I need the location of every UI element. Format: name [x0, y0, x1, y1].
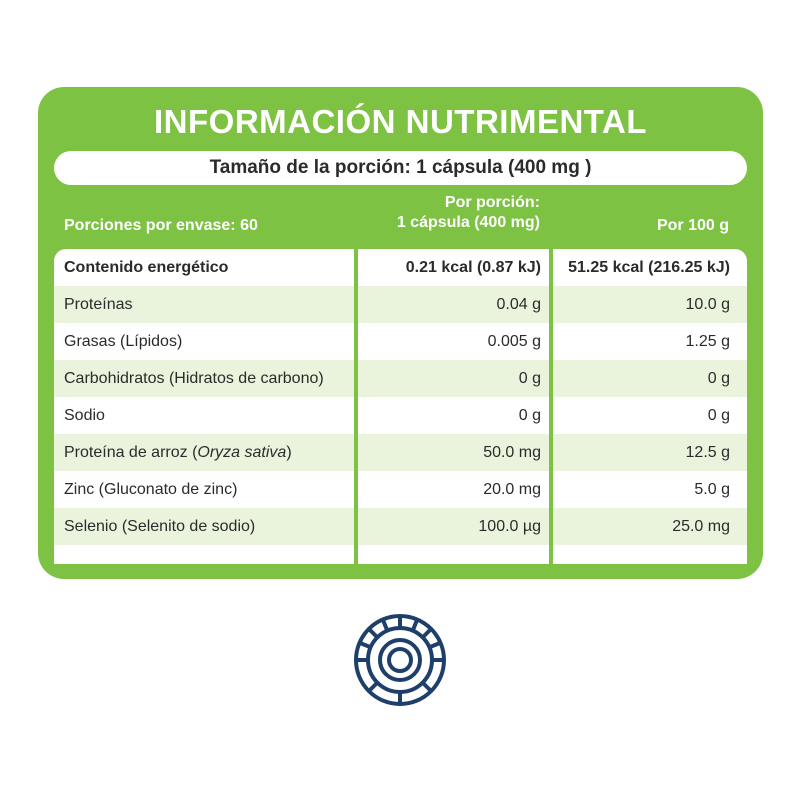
- per-serving-value: 0 g: [518, 407, 541, 424]
- header-per-serving-line1: Por porción:: [444, 194, 540, 211]
- per-100g-value: 25.0 mg: [672, 518, 730, 535]
- per-100g-value: 1.25 g: [685, 333, 730, 350]
- table-row: Contenido energético 0.21 kcal (0.87 kJ)…: [54, 249, 747, 286]
- nutrient-name: Selenio (Selenito de sodio): [64, 518, 256, 535]
- nutrient-name: Proteínas: [64, 296, 133, 313]
- nutrition-panel: INFORMACIÓN NUTRIMENTAL Tamaño de la por…: [38, 87, 763, 579]
- per-100g-value: 0 g: [707, 407, 730, 424]
- per-serving-value: 0.04 g: [496, 296, 541, 313]
- table-row: Sodio 0 g 0 g: [54, 397, 747, 434]
- per-100g-value: 0 g: [707, 370, 730, 387]
- nutrient-name: Proteína de arroz (Oryza sativa): [64, 434, 292, 471]
- header-per-serving-line2: 1 cápsula (400 mg): [396, 214, 540, 231]
- nutrient-name: Grasas (Lípidos): [64, 333, 183, 350]
- table-row: Proteínas 0.04 g 10.0 g: [54, 286, 747, 323]
- serving-size: Tamaño de la porción: 1 cápsula (400 mg …: [54, 151, 747, 185]
- nutrient-name: Sodio: [64, 407, 105, 424]
- per-100g-value: 12.5 g: [685, 444, 730, 461]
- table-row: Grasas (Lípidos) 0.005 g 1.25 g: [54, 323, 747, 360]
- table-row: Proteína de arroz (Oryza sativa) 50.0 mg…: [54, 434, 747, 471]
- nutrient-name: Zinc (Gluconato de zinc): [64, 481, 238, 498]
- per-serving-value: 50.0 mg: [483, 444, 541, 461]
- header-per-100g: Por 100 g: [656, 217, 729, 234]
- column-divider: [354, 249, 358, 564]
- nutrient-name-prefix: Proteína de arroz (: [64, 444, 198, 461]
- table-row: Selenio (Selenito de sodio) 100.0 µg 25.…: [54, 508, 747, 545]
- per-100g-value: 10.0 g: [685, 296, 730, 313]
- per-serving-value: 100.0 µg: [478, 518, 541, 535]
- header-per-serving: Por porción: 1 cápsula (400 mg): [358, 193, 540, 233]
- nutrient-name-italic: Oryza sativa: [197, 444, 287, 461]
- nutrition-table: Contenido energético 0.21 kcal (0.87 kJ)…: [54, 249, 747, 564]
- per-100g-value: 51.25 kcal (216.25 kJ): [568, 259, 730, 276]
- capsule-circle-icon: [354, 614, 446, 706]
- table-row: Zinc (Gluconato de zinc) 20.0 mg 5.0 g: [54, 471, 747, 508]
- per-serving-value: 0 g: [518, 370, 541, 387]
- panel-title: INFORMACIÓN NUTRIMENTAL: [154, 103, 647, 140]
- per-serving-value: 20.0 mg: [483, 481, 541, 498]
- servings-per-container: Porciones por envase: 60: [64, 217, 258, 234]
- per-100g-value: 5.0 g: [694, 481, 730, 498]
- nutrient-name-suffix: ): [286, 444, 292, 461]
- table-row: Carbohidratos (Hidratos de carbono) 0 g …: [54, 360, 747, 397]
- column-divider: [549, 249, 553, 564]
- per-serving-value: 0.005 g: [487, 333, 541, 350]
- nutrient-name: Contenido energético: [64, 259, 229, 276]
- nutrient-name: Carbohidratos (Hidratos de carbono): [64, 370, 324, 387]
- per-serving-value: 0.21 kcal (0.87 kJ): [405, 259, 541, 276]
